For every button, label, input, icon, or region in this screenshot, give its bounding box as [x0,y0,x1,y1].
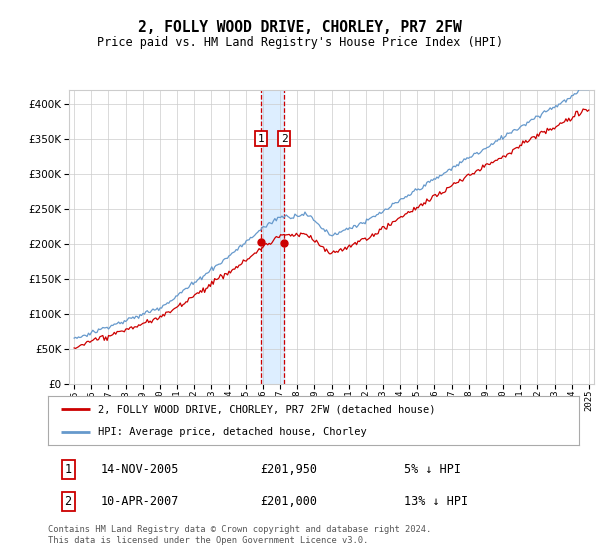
Text: 2: 2 [65,496,72,508]
Text: Contains HM Land Registry data © Crown copyright and database right 2024.
This d: Contains HM Land Registry data © Crown c… [48,525,431,545]
Text: Price paid vs. HM Land Registry's House Price Index (HPI): Price paid vs. HM Land Registry's House … [97,36,503,49]
Text: 1: 1 [257,134,264,143]
Text: HPI: Average price, detached house, Chorley: HPI: Average price, detached house, Chor… [98,427,367,437]
Bar [261,90,284,384]
Text: 2: 2 [281,134,287,143]
Text: 2, FOLLY WOOD DRIVE, CHORLEY, PR7 2FW: 2, FOLLY WOOD DRIVE, CHORLEY, PR7 2FW [138,20,462,35]
Text: 5% ↓ HPI: 5% ↓ HPI [404,463,461,476]
Text: 1: 1 [65,463,72,476]
Text: £201,950: £201,950 [260,463,317,476]
Text: 14-NOV-2005: 14-NOV-2005 [101,463,179,476]
Text: £201,000: £201,000 [260,496,317,508]
Text: 2, FOLLY WOOD DRIVE, CHORLEY, PR7 2FW (detached house): 2, FOLLY WOOD DRIVE, CHORLEY, PR7 2FW (d… [98,404,436,414]
Text: 10-APR-2007: 10-APR-2007 [101,496,179,508]
Text: 13% ↓ HPI: 13% ↓ HPI [404,496,468,508]
